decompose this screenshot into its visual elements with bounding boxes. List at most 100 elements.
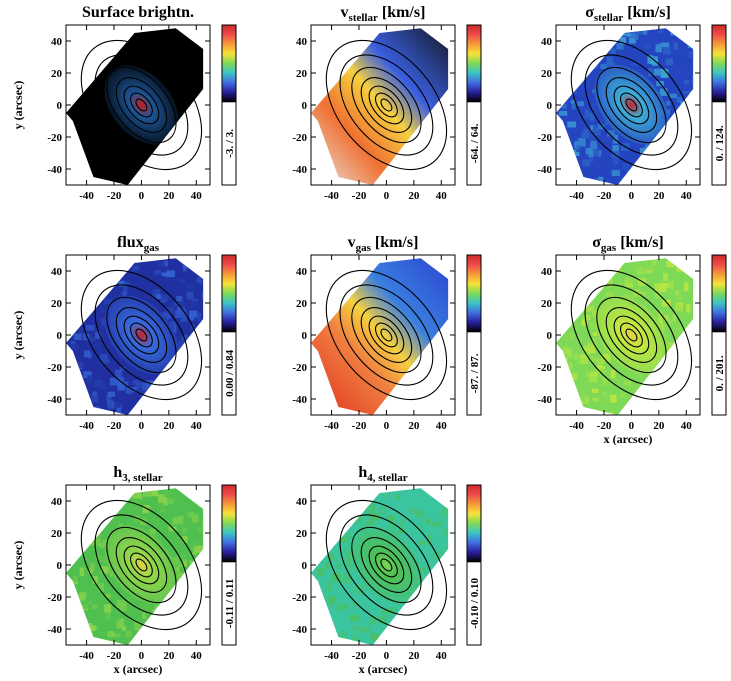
title-units: [km/s] xyxy=(378,4,426,21)
xtick-label: 40 xyxy=(191,190,203,202)
panel-vstellar: -40 -40 -20 -20 0 0 20 20 40 40 vstellar [km/s] -64… xyxy=(245,0,485,220)
xtick-label: -20 xyxy=(352,190,367,202)
colorbar-range: 0. / 124. xyxy=(714,125,726,161)
xtick-label: 0 xyxy=(384,420,390,432)
colorbar xyxy=(221,24,237,103)
ytick-label: 0 xyxy=(302,330,308,342)
ytick-label: -20 xyxy=(292,362,307,374)
map-sstellar xyxy=(556,28,694,186)
xtick-label: -20 xyxy=(352,650,367,662)
xtick-label: 20 xyxy=(408,650,420,662)
contours-h3 xyxy=(80,499,203,631)
map-vgas xyxy=(311,258,449,415)
ytick-label: 40 xyxy=(541,36,553,48)
map-fluxgas xyxy=(66,258,204,416)
ytick-label: -40 xyxy=(537,164,552,176)
colorbar-range: -64. / 64. xyxy=(469,123,481,163)
colorbar xyxy=(466,24,482,103)
xtick-label: -20 xyxy=(107,420,122,432)
cbar-sep: / xyxy=(469,597,481,606)
panel-sgas: -40 -40 -20 -20 0 0 20 20 40 40 σgas [km/s] x (arcs… xyxy=(490,230,730,450)
xtick-label: -40 xyxy=(324,650,339,662)
cbar-max: 0.10 xyxy=(469,578,481,598)
ytick-label: -20 xyxy=(537,132,552,144)
xtick-label: -40 xyxy=(324,190,339,202)
contours-h4 xyxy=(325,499,448,631)
ytick-label: 20 xyxy=(296,528,308,540)
xtick-label: 40 xyxy=(681,190,693,202)
ytick-label: 20 xyxy=(296,298,308,310)
ytick-label: 40 xyxy=(51,496,63,508)
ytick-label: 0 xyxy=(57,560,63,572)
cbar-sep: / xyxy=(714,375,726,384)
cbar-min: -64. xyxy=(469,146,481,164)
panel-h4: -40 -40 -20 -20 0 0 20 20 40 40 h4, stellar x (arcs… xyxy=(245,460,485,680)
xtick-label: 0 xyxy=(139,650,145,662)
title-sub: stellar xyxy=(594,12,623,24)
cbar-sep: / xyxy=(224,369,236,378)
colorbar xyxy=(466,484,482,563)
title-sub: gas xyxy=(356,242,372,254)
map-surface xyxy=(66,28,204,185)
xtick-label: -40 xyxy=(324,420,339,432)
colorbar xyxy=(711,254,727,333)
ytick-label: 0 xyxy=(302,100,308,112)
ytick-label: -20 xyxy=(47,592,62,604)
colorbar-label-box xyxy=(466,101,482,186)
colorbar xyxy=(221,484,237,563)
ytick-label: 20 xyxy=(51,528,63,540)
title-main: Surface brightn. xyxy=(82,4,194,21)
xtick-label: 40 xyxy=(191,650,203,662)
panel-title: Surface brightn. xyxy=(82,4,194,21)
ytick-label: 20 xyxy=(541,298,553,310)
colorbar-label-box xyxy=(221,331,237,416)
xtick-label: -40 xyxy=(79,650,94,662)
ytick-label: -40 xyxy=(47,164,62,176)
ytick-label: -40 xyxy=(47,394,62,406)
colorbar-range: 0. / 201. xyxy=(714,355,726,391)
title-sub: 4, stellar xyxy=(367,472,407,484)
ytick-label: -20 xyxy=(537,362,552,374)
ytick-label: 0 xyxy=(547,100,553,112)
map-sgas xyxy=(556,258,694,416)
cbar-max: 0.11 xyxy=(224,579,236,598)
panel-title: h3, stellar xyxy=(113,464,162,484)
contours-sgas xyxy=(570,269,693,401)
xtick-label: 20 xyxy=(653,190,665,202)
cbar-min: -3. xyxy=(224,146,236,158)
x-axis-label: x (arcsec) xyxy=(114,662,163,676)
cbar-max: 87. xyxy=(469,353,481,367)
ytick-label: -40 xyxy=(292,164,307,176)
panel-title: vstellar [km/s] xyxy=(341,4,426,24)
ytick-label: -40 xyxy=(537,394,552,406)
colorbar xyxy=(711,24,727,103)
x-axis-label: x (arcsec) xyxy=(604,432,653,446)
title-sub: gas xyxy=(601,242,617,254)
ytick-label: -40 xyxy=(292,394,307,406)
colorbar-label-box xyxy=(466,561,482,646)
title-main: σ xyxy=(585,4,594,21)
xtick-label: -20 xyxy=(107,650,122,662)
ytick-label: -20 xyxy=(47,362,62,374)
ytick-label: 0 xyxy=(57,330,63,342)
xtick-label: 0 xyxy=(384,190,390,202)
ytick-label: 0 xyxy=(57,100,63,112)
ytick-label: -20 xyxy=(292,132,307,144)
xtick-label: -20 xyxy=(352,420,367,432)
colorbar-label-box xyxy=(711,101,727,186)
cbar-max: 0.84 xyxy=(224,349,236,369)
ytick-label: -40 xyxy=(47,624,62,636)
cbar-max: 124. xyxy=(714,125,726,145)
panel-title: fluxgas xyxy=(117,234,160,254)
title-main: h xyxy=(358,464,367,481)
cbar-min: 0.00 xyxy=(224,377,236,397)
cbar-max: 201. xyxy=(714,355,726,375)
xtick-label: 0 xyxy=(629,420,635,432)
xtick-label: 20 xyxy=(163,190,175,202)
panel-vgas: -40 -40 -20 -20 0 0 20 20 40 40 vgas [km/s] -87. / … xyxy=(245,230,485,450)
xtick-label: 0 xyxy=(139,420,145,432)
map-vstellar xyxy=(311,28,449,185)
title-sub: stellar xyxy=(349,12,378,24)
xtick-label: -40 xyxy=(79,420,94,432)
cbar-max: 64. xyxy=(469,123,481,137)
